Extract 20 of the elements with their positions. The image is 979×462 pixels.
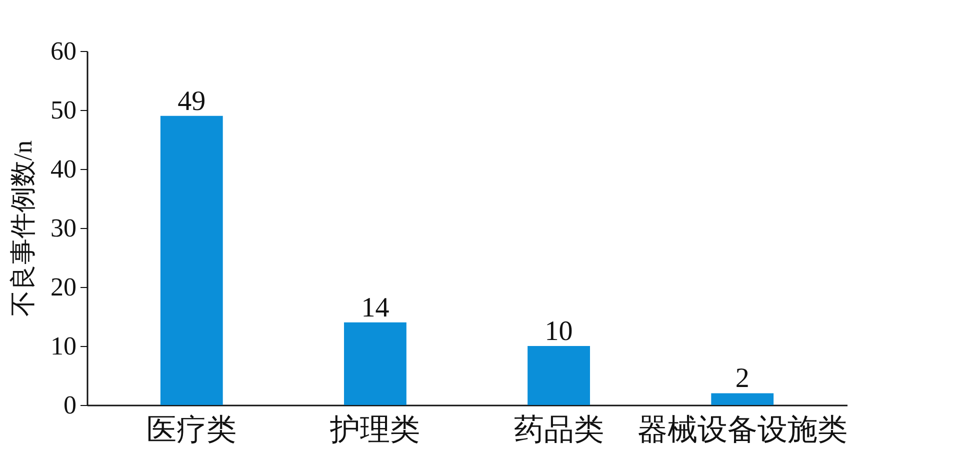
x-tick-label: 护理类 xyxy=(329,414,420,446)
x-tick-label: 器械设备设施类 xyxy=(637,414,848,446)
y-tick-label: 10 xyxy=(50,332,76,360)
data-label: 10 xyxy=(544,316,573,347)
y-tick-label: 20 xyxy=(50,272,76,302)
y-axis-title: 不良事件例数/n xyxy=(8,140,38,317)
y-tick-label: 40 xyxy=(50,154,76,184)
y-tick-label: 60 xyxy=(50,36,76,66)
y-tick-label: 0 xyxy=(64,390,76,420)
data-label: 49 xyxy=(178,86,206,117)
x-tick-label: 药品类 xyxy=(514,414,604,446)
x-tick-label: 医疗类 xyxy=(146,414,237,446)
data-label: 14 xyxy=(361,292,390,324)
bar xyxy=(528,346,590,405)
bar xyxy=(344,322,406,405)
y-tick-label: 50 xyxy=(50,96,76,124)
bar xyxy=(711,393,774,405)
bar xyxy=(160,116,223,405)
y-tick-label: 30 xyxy=(50,214,76,242)
data-label: 2 xyxy=(735,363,750,394)
